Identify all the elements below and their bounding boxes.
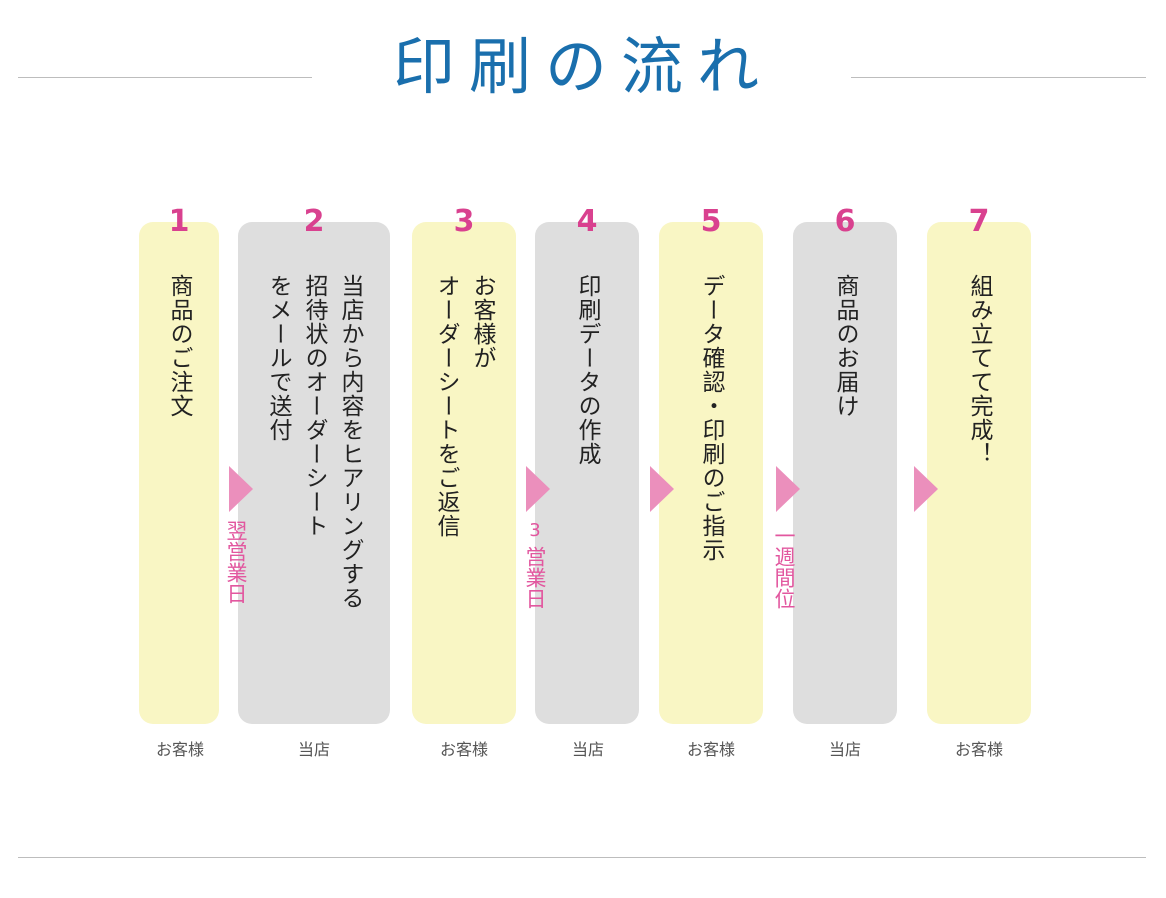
arrow-right-icon (776, 466, 800, 512)
arrow-right-icon (914, 466, 938, 512)
duration-about-one-week: 一週間位 (772, 525, 796, 609)
step-2-number: 2 (303, 204, 325, 239)
arrow-right-icon (229, 466, 253, 512)
step-3-number: 3 (453, 204, 475, 239)
step-5-number: 5 (700, 204, 722, 239)
step-5-text: データ確認・印刷のご指示 (698, 274, 724, 562)
arrow-right-icon (526, 466, 550, 512)
step-6-text: 商品のお届け (832, 274, 858, 418)
step-2-owner: 当店 (297, 740, 330, 759)
step-3-text: お客様が オーダーシートをご返信 (433, 274, 495, 538)
step-4-owner: 当店 (571, 740, 604, 759)
title-rule-right (851, 77, 1146, 78)
step-3-owner: お客様 (439, 740, 488, 759)
step-6-box (793, 222, 897, 724)
page-title: 印刷の流れ (392, 30, 773, 103)
step-1-owner: お客様 (155, 740, 204, 759)
duration-3-days-number: 3 (529, 520, 541, 541)
step-5-box (659, 222, 763, 724)
step-4-text: 印刷データの作成 (574, 274, 600, 466)
step-7-box (927, 222, 1031, 724)
title-rule-left (18, 77, 312, 78)
step-1-number: 1 (168, 204, 190, 239)
step-7-owner: お客様 (954, 740, 1003, 759)
step-6-owner: 当店 (828, 740, 861, 759)
step-3-box (412, 222, 516, 724)
step-7-number: 7 (968, 204, 990, 239)
step-4-number: 4 (576, 204, 598, 239)
step-2-text: 当店から内容をヒアリングする 招待状のオーダーシート をメールで送付 (265, 274, 363, 610)
step-4-box (535, 222, 639, 724)
bottom-rule (18, 857, 1146, 858)
step-1-box (139, 222, 219, 724)
arrow-right-icon (650, 466, 674, 512)
duration-next-business-day: 翌営業日 (224, 520, 248, 604)
step-1-text: 商品のご注文 (166, 274, 192, 418)
step-2-box (238, 222, 390, 724)
step-5-owner: お客様 (686, 740, 735, 759)
duration-3-business-days: 営業日 (523, 546, 547, 609)
step-6-number: 6 (834, 204, 856, 239)
step-7-text: 組み立てて完成！ (966, 274, 992, 466)
